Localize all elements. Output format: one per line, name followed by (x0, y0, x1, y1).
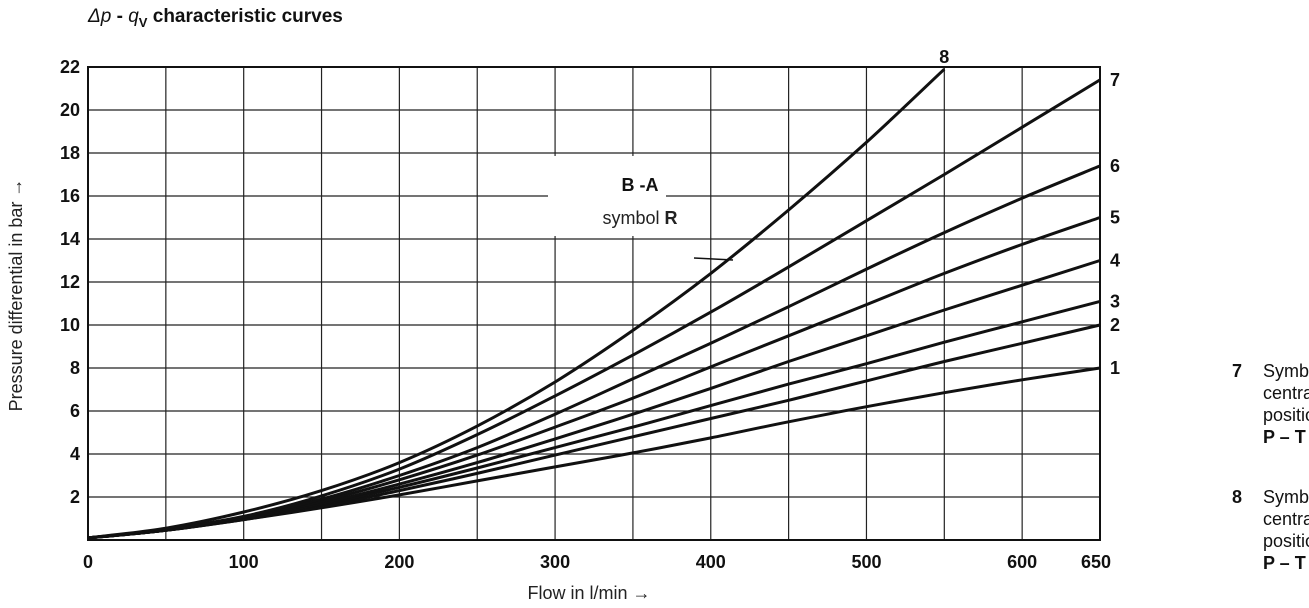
note-7-line2: central (1263, 383, 1309, 403)
note-7-line3: position (1263, 405, 1309, 425)
callout-line2-symbol: R (665, 208, 678, 228)
curve-labels: 1 2 3 4 5 6 7 8 (939, 47, 1120, 378)
y-axis-label: Pressure differential in bar → (6, 179, 26, 412)
curve-label-6: 6 (1110, 156, 1120, 176)
callout-box: B -A symbol R (548, 156, 734, 261)
note-8-line2: central (1263, 509, 1309, 529)
note-8-line3: position (1263, 531, 1309, 551)
y-tick-label: 8 (70, 358, 80, 378)
tick-labels: 2 4 6 8 10 12 14 16 18 20 22 0 100 200 300 400 500 600 650 (60, 57, 1111, 572)
x-axis-label: Flow in l/min → (527, 583, 650, 603)
curve-4 (87, 259, 1101, 540)
y-tick-label: 16 (60, 186, 80, 206)
plot-frame (87, 66, 1101, 541)
callout-line2: symbol R (602, 208, 677, 228)
note-7-number: 7 (1232, 361, 1243, 381)
curve-5 (87, 216, 1101, 540)
curve-label-1: 1 (1110, 358, 1120, 378)
curve-8 (87, 68, 946, 540)
callout-background (548, 156, 666, 236)
curve-label-7: 7 (1110, 70, 1120, 90)
curves (87, 68, 1101, 540)
curve-3 (87, 299, 1101, 540)
note-8-text: Symbol T central position P – T (1263, 486, 1309, 574)
callout-line1: B -A (622, 175, 659, 195)
x-tick-label: 650 (1081, 552, 1111, 572)
x-tick-label: 500 (851, 552, 881, 572)
callout-leader-line (693, 257, 734, 261)
note-8-line4: P – T (1263, 553, 1306, 573)
x-tick-label: 600 (1007, 552, 1037, 572)
title-q: q (128, 6, 139, 27)
curve-label-5: 5 (1110, 208, 1120, 228)
curve-label-3: 3 (1110, 291, 1120, 311)
x-tick-label: 0 (83, 552, 93, 572)
y-tick-label: 18 (60, 143, 80, 163)
curve-label-8: 8 (939, 47, 949, 67)
y-tick-label: 4 (70, 444, 80, 464)
x-tick-label: 100 (229, 552, 259, 572)
x-tick-label: 200 (384, 552, 414, 572)
note-7-prefix: Symbol (1263, 361, 1309, 381)
title-rest: characteristic curves (147, 6, 343, 27)
x-tick-label: 300 (540, 552, 570, 572)
chart-title: Δp - qV characteristic curves (88, 6, 343, 30)
y-tick-label: 6 (70, 401, 80, 421)
x-tick-label: 400 (696, 552, 726, 572)
note-8-number: 8 (1232, 487, 1243, 507)
title-q-sub: V (138, 14, 148, 30)
note-7-text: Symbol G central position P – T (1263, 360, 1309, 448)
curve-7 (87, 78, 1101, 540)
y-tick-label: 2 (70, 487, 80, 507)
title-delta-p: Δp (88, 6, 112, 27)
y-tick-label: 10 (60, 315, 80, 335)
note-8-prefix: Symbol (1263, 487, 1309, 507)
note-7-line4: P – T (1263, 427, 1306, 447)
title-dash: - (111, 6, 129, 27)
y-tick-label: 22 (60, 57, 80, 77)
y-tick-label: 12 (60, 272, 80, 292)
y-tick-label: 14 (60, 229, 80, 249)
callout-line2-prefix: symbol (602, 208, 664, 228)
curve-label-2: 2 (1110, 315, 1120, 335)
curve-label-4: 4 (1110, 251, 1120, 271)
grid-lines (87, 66, 1101, 541)
y-tick-label: 20 (60, 100, 80, 120)
